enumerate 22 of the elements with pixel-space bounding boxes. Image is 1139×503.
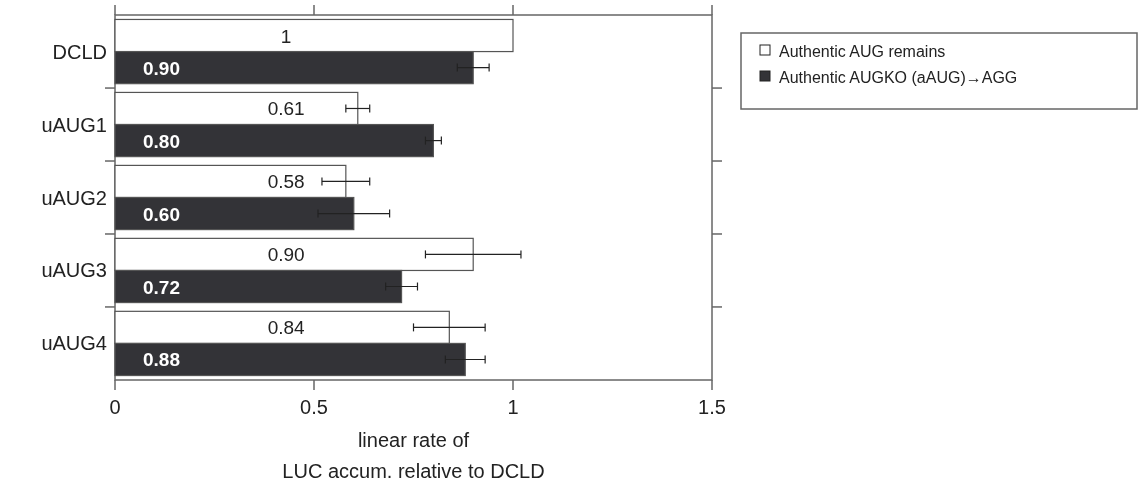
y-tick-label: DCLD (52, 40, 107, 63)
data-label: 0.80 (143, 130, 180, 152)
data-label: 0.58 (267, 171, 305, 193)
x-axis-title: linear rate of LUC accum. relative to DCLD (282, 429, 545, 482)
x-tick-label: 1.5 (698, 396, 726, 418)
data-label: 1 (280, 25, 292, 47)
y-tick-label: uAUG2 (41, 186, 107, 209)
data-label: 0.84 (267, 317, 306, 339)
x-tick-label: 1 (507, 396, 519, 418)
data-label: 0.90 (267, 244, 305, 266)
y-tick-label: uAUG1 (41, 113, 107, 136)
x-tick-label: 0.5 (300, 396, 328, 418)
data-label: 0.61 (267, 98, 305, 120)
data-label: 0.72 (143, 276, 180, 298)
x-tick-label: 0 (109, 396, 121, 418)
y-tick-label: uAUG3 (41, 259, 107, 282)
legend-label: Authentic AUGKO (aAUG)→AGG (779, 69, 1018, 86)
data-label: 0.90 (143, 57, 180, 79)
text: Authentic AUG remains (779, 43, 946, 60)
y-tick-label: uAUG4 (41, 332, 107, 355)
data-label: 0.88 (143, 349, 180, 371)
data-label: 0.60 (143, 203, 180, 225)
